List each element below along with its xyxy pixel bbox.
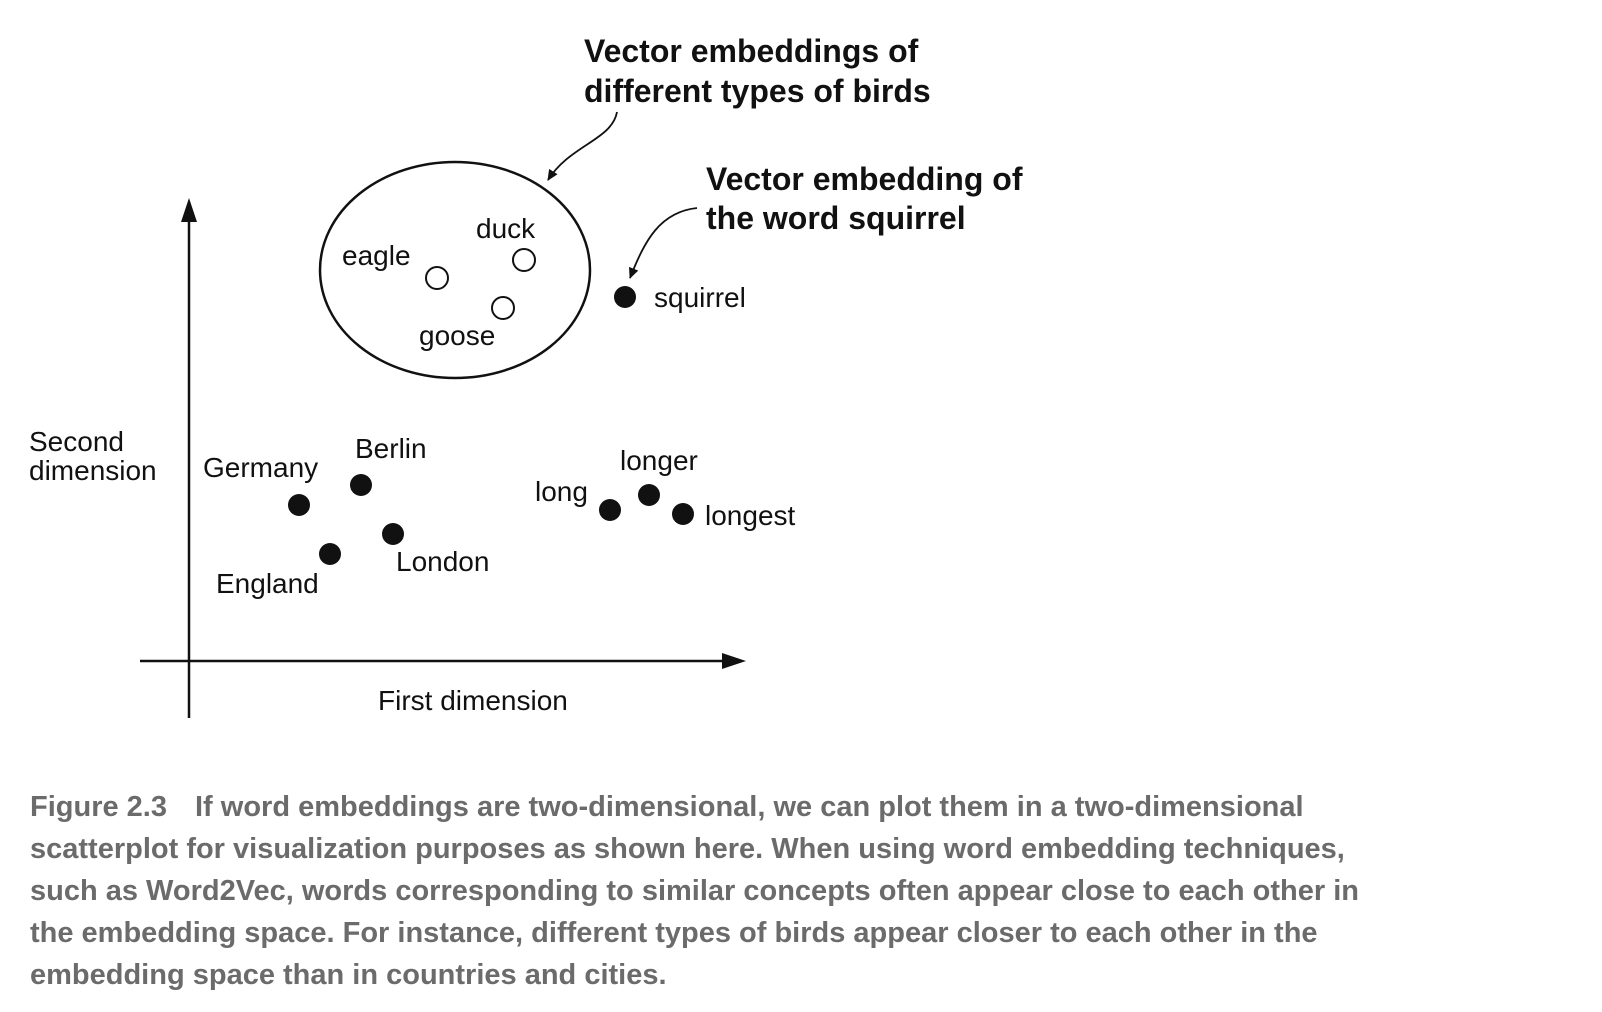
squirrel-callout-line1: Vector embedding of: [706, 161, 1023, 197]
squirrel-callout-line2: the word squirrel: [706, 200, 966, 236]
label-long: long: [535, 476, 588, 507]
figure-caption: Figure 2.3 If word embeddings are two-dim…: [30, 786, 1390, 996]
label-goose: goose: [419, 320, 495, 351]
caption-text: If word embeddings are two-dimensional, …: [30, 791, 1359, 991]
point-longest: [672, 503, 694, 525]
y-axis-arrowhead: [181, 198, 197, 222]
birds-callout-line2: different types of birds: [584, 73, 931, 109]
figure-number: Figure 2.3: [30, 791, 167, 823]
label-duck: duck: [476, 213, 536, 244]
y-axis-label-line2: dimension: [29, 455, 157, 486]
point-england: [319, 543, 341, 565]
label-berlin: Berlin: [355, 433, 427, 464]
x-axis-arrowhead: [722, 653, 746, 669]
label-longest: longest: [705, 500, 796, 531]
label-squirrel: squirrel: [654, 282, 746, 313]
point-london: [382, 523, 404, 545]
label-longer: longer: [620, 445, 698, 476]
y-axis-label-line1: Second: [29, 426, 124, 457]
squirrel-callout-arrow: [629, 207, 698, 279]
x-axis-label: First dimension: [378, 685, 568, 716]
point-goose: [491, 296, 515, 320]
point-germany: [288, 494, 310, 516]
point-longer: [638, 484, 660, 506]
point-duck: [512, 248, 536, 272]
label-england: England: [216, 568, 319, 599]
point-long: [599, 499, 621, 521]
birds-callout-line1: Vector embeddings of: [584, 33, 919, 69]
diagram-canvas: Second dimension First dimension Vector …: [29, 33, 1023, 718]
point-eagle: [425, 266, 449, 290]
label-germany: Germany: [203, 452, 318, 483]
bird-cluster-ellipse: [318, 160, 592, 380]
label-eagle: eagle: [342, 240, 411, 271]
label-london: London: [396, 546, 489, 577]
point-berlin: [350, 474, 372, 496]
point-squirrel: [614, 286, 636, 308]
birds-callout-arrow: [547, 111, 618, 181]
